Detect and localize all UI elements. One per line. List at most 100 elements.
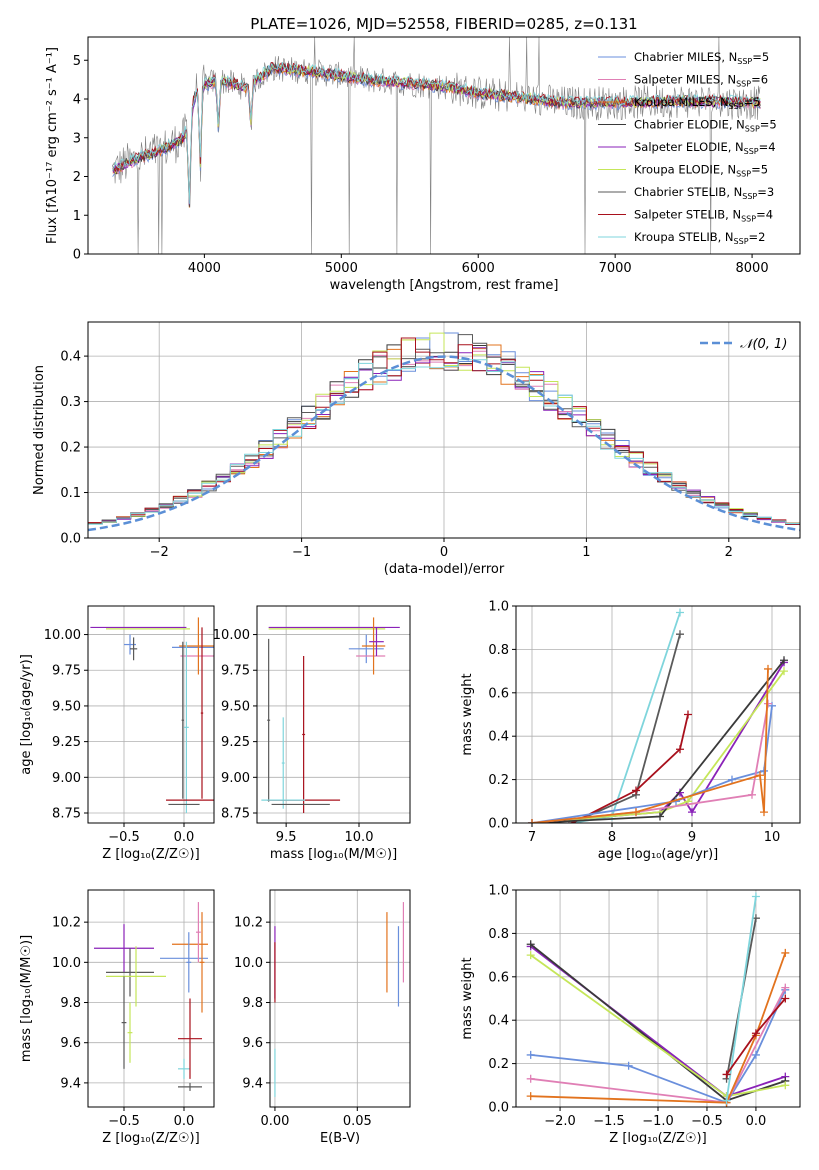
legend-label-suffix: =6	[751, 73, 768, 87]
y-tick-label: 9.25	[52, 735, 81, 750]
mass-weight-marker	[748, 790, 756, 799]
mass-weight-marker	[780, 656, 788, 665]
errorbar-point-kroupa-stelib	[184, 641, 189, 814]
legend-label-suffix: =3	[757, 185, 774, 199]
y-axis-label: age [log₁₀(age/yr)]	[19, 654, 34, 775]
y-tick-label: 9.4	[242, 1076, 263, 1091]
legend-label-main: Kroupa MILES, N	[634, 95, 729, 109]
y-tick-label: 0.2	[488, 1057, 509, 1072]
legend-label-suffix: =5	[760, 118, 777, 132]
errorbar-point-chabrier-stelib	[178, 1082, 202, 1091]
errorbar-point-chabrier-stelib	[181, 641, 184, 799]
normal-distribution-curve	[88, 355, 800, 532]
legend-label-suffix: =5	[744, 95, 761, 109]
x-tick-label: 0.0	[746, 1114, 767, 1129]
x-tick-label: 10	[764, 830, 781, 845]
x-axis-label: E(B-V)	[320, 1131, 360, 1146]
panel-age_vs_z: −0.5 0.0 8.75 9.00 9.25 9.50 9.75 10.00 Z [log₁₀…	[19, 605, 215, 862]
y-tick-label: 1	[73, 209, 81, 224]
errorbar-point-chabrier-stelib	[267, 638, 271, 802]
x-tick-label: 4000	[188, 261, 221, 276]
y-tick-label: 5	[73, 54, 81, 69]
residual-histogram-kroupa-stelib	[88, 359, 800, 525]
y-tick-label: 0.0	[488, 1101, 509, 1116]
age_vs_mass-plot-area	[257, 606, 410, 823]
legend-label-main: Chabrier ELODIE, N	[634, 118, 745, 132]
y-axis-label: Flux [fλ10⁻¹⁷ erg cm⁻² s⁻¹ A⁻¹]	[45, 47, 60, 244]
mass-weight-marker	[722, 1096, 731, 1105]
legend-label-suffix: =5	[752, 50, 769, 64]
y-tick-label: 4	[73, 93, 81, 108]
x-axis-label: age [log₁₀(age/yr)]	[598, 847, 719, 862]
mass-weight-marker	[526, 1074, 535, 1083]
errorbar-point-salpeter-elodie	[94, 924, 154, 973]
legend-label: Chabrier ELODIE, NSSP=5	[634, 118, 777, 134]
y-tick-label: 2	[73, 170, 81, 185]
errorbar-point-chabrier-miles	[348, 634, 384, 664]
mass_vs_z-plot-area	[88, 890, 214, 1107]
legend-label-main: Salpeter MILES, N	[634, 73, 736, 87]
mass-weight-marker	[751, 1050, 760, 1059]
y-axis-label: mass weight	[460, 957, 475, 1039]
mass-weight-marker	[528, 819, 536, 823]
y-tick-label: 1.0	[488, 600, 509, 615]
y-tick-label: 9.75	[52, 664, 81, 679]
legend-label: Chabrier STELIB, NSSP=3	[634, 185, 774, 201]
errorbar-point-chabrier-stelib	[121, 976, 127, 1069]
x-axis-label: Z [log₁₀(Z/Z☉)]	[609, 1131, 706, 1146]
legend-label-suffix: =2	[749, 230, 766, 244]
x-tick-label: 8000	[736, 261, 769, 276]
mass-weight-marker	[526, 1050, 535, 1059]
y-tick-label: 10.0	[234, 956, 263, 971]
mass-weight-line-kroupa-elodie	[531, 670, 785, 823]
age_vs_z-frame	[87, 605, 215, 824]
mass-weight-marker	[781, 948, 790, 957]
mass_vs_ebv-frame	[269, 889, 411, 1108]
legend-label: 𝒩(0, 1)	[740, 337, 787, 352]
errorbar-point-salpeter-elodie	[369, 627, 384, 656]
residuals-legend: 𝒩(0, 1)	[700, 337, 787, 352]
legend-label: Salpeter ELODIE, NSSP=4	[634, 140, 776, 156]
y-tick-label: 0.4	[488, 730, 509, 745]
y-tick-label: 8.75	[52, 807, 81, 822]
x-tick-label: 0.0	[174, 1114, 195, 1129]
legend-label-sub: SSP	[737, 57, 752, 66]
y-tick-label: 0.2	[60, 441, 81, 456]
mass_vs_z-frame	[87, 889, 215, 1108]
legend-label: Kroupa MILES, NSSP=5	[634, 95, 760, 111]
legend-label: Kroupa ELODIE, NSSP=5	[634, 163, 768, 179]
mass-weight-marker	[781, 983, 790, 992]
y-tick-label: 0.3	[60, 395, 81, 410]
y-tick-label: 9.6	[242, 1036, 263, 1051]
errorbar-point-kroupa-elodie	[106, 946, 166, 1007]
legend-label: Salpeter MILES, NSSP=6	[634, 73, 768, 89]
y-tick-label: 9.25	[221, 735, 250, 750]
x-tick-label: 8	[608, 830, 616, 845]
y-tick-label: 0	[73, 248, 81, 263]
mass-weight-marker	[676, 745, 684, 754]
massweight_vs_age-frame	[515, 605, 801, 824]
mass-weight-marker	[751, 892, 760, 901]
legend-label-sub: SSP	[742, 192, 757, 201]
age_vs_z-plot-area	[88, 606, 214, 823]
panel-mass_vs_z: −0.5 0.0 9.4 9.6 9.8 10.0 10.2 Z [log₁₀(Z/Z☉)] m…	[19, 889, 215, 1146]
y-tick-label: 0.1	[60, 486, 81, 501]
legend-label-main: Kroupa ELODIE, N	[634, 163, 736, 177]
mass-weight-line-salpeter-stelib	[571, 714, 689, 823]
errorbar-point-kroupa-stelib	[281, 717, 285, 809]
legend-label-sub: SSP	[745, 125, 760, 134]
x-axis-label: wavelength [Angstrom, rest frame]	[330, 278, 559, 293]
y-tick-label: 0.4	[488, 1014, 509, 1029]
y-tick-label: 9.00	[52, 771, 81, 786]
mass-weight-marker	[728, 775, 736, 784]
mass-weight-line-kroupa-stelib	[571, 612, 681, 823]
legend-label-main: Salpeter ELODIE, N	[634, 140, 744, 154]
legend-label-sub: SSP	[741, 215, 756, 224]
legend-label: Salpeter STELIB, NSSP=4	[634, 208, 773, 224]
x-tick-label: 0	[440, 545, 448, 560]
y-tick-label: 0.6	[488, 686, 509, 701]
x-tick-label: 0.0	[174, 830, 195, 845]
x-tick-label: −0.5	[691, 1114, 723, 1129]
y-tick-label: 0.8	[488, 643, 509, 658]
mass-weight-marker	[526, 1092, 535, 1101]
